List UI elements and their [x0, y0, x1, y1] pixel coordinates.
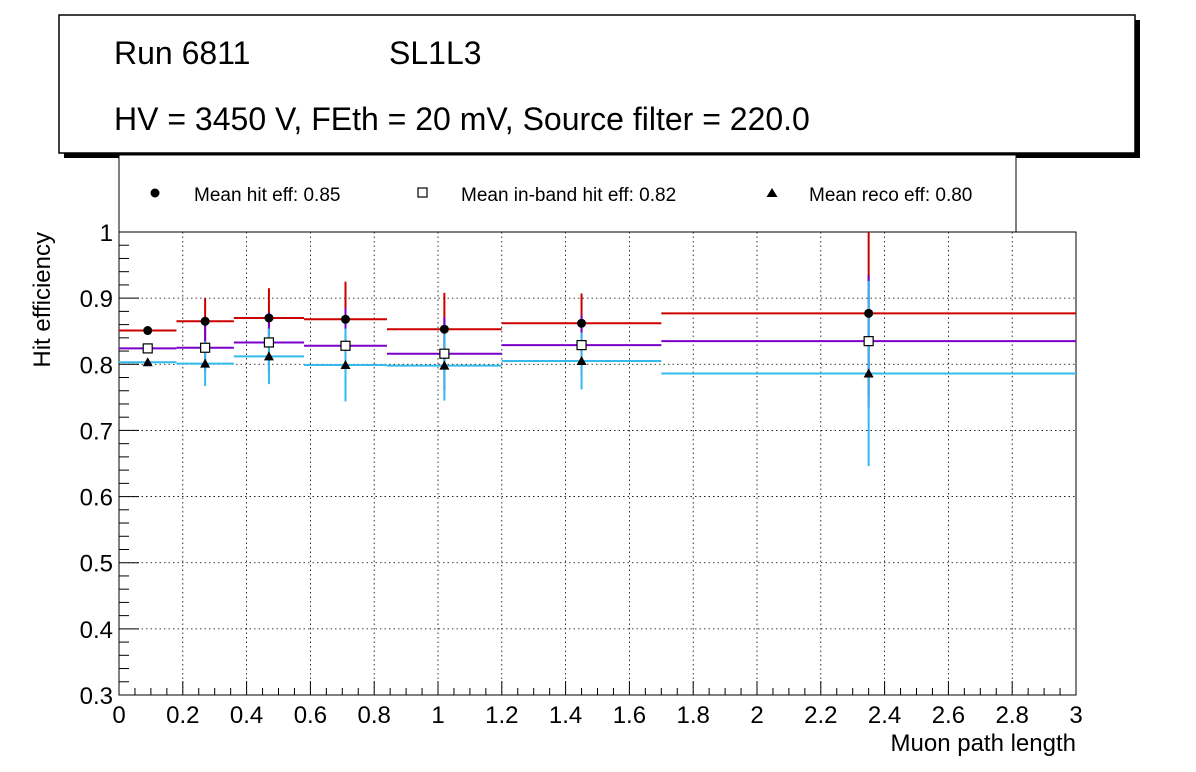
data-point-inband	[200, 342, 211, 353]
series-inband	[119, 274, 1076, 408]
legend-label-hit: Mean hit eff: 0.85	[194, 185, 340, 206]
data-point-hit	[200, 316, 210, 326]
x-tick-label: 3	[1069, 702, 1082, 729]
y-tick-label: 0.3	[80, 683, 113, 710]
x-tick-label: 0.8	[358, 702, 391, 729]
legend-label-reco: Mean reco eff: 0.80	[809, 185, 972, 206]
data-point-reco	[576, 355, 587, 365]
x-tick-label: 1.2	[485, 702, 518, 729]
data-point-reco	[863, 368, 874, 378]
data-point-hit	[143, 326, 153, 336]
legend-marker-reco	[766, 188, 778, 197]
data-point-inband	[863, 336, 874, 347]
y-tick-label: 0.9	[80, 286, 113, 313]
y-axis-title: Hit efficiency	[29, 232, 56, 368]
x-tick-label: 0.2	[166, 702, 199, 729]
data-point-reco	[200, 358, 211, 368]
data-point-hit	[577, 318, 587, 328]
data-point-inband	[263, 337, 275, 348]
series-hit	[119, 232, 1076, 397]
legend-marker-inband	[417, 187, 428, 198]
x-tick-label: 2	[750, 702, 763, 729]
x-tick-label: 2.6	[932, 702, 965, 729]
data-point-reco	[263, 351, 274, 361]
x-tick-label: 1.6	[613, 702, 646, 729]
y-tick-label: 0.8	[80, 352, 113, 379]
data-point-hit	[439, 324, 449, 334]
data-point-inband	[340, 340, 351, 351]
x-tick-label: 2.4	[868, 702, 901, 729]
markers-hit	[143, 308, 874, 336]
y-tick-label: 0.7	[80, 418, 113, 445]
legend-label-inband: Mean in-band hit eff: 0.82	[461, 185, 676, 206]
title-layer: SL1L3	[389, 35, 482, 71]
data-point-reco	[340, 359, 351, 369]
y-tick-label: 1	[100, 220, 113, 247]
x-tick-label: 2.8	[996, 702, 1029, 729]
x-tick-label: 0	[112, 702, 125, 729]
x-axis-title: Muon path length	[891, 730, 1076, 757]
data-point-hit	[864, 308, 874, 318]
axis-ticks: 0 0.2 0.4 0.6 0.8 1 1.2 1.4 1.6 1.8 2 2.2 2.4 2.6 2.8 3…	[80, 220, 1083, 729]
title-conditions: HV = 3450 V, FEth = 20 mV, Source filter…	[114, 101, 810, 137]
data-point-reco	[439, 360, 450, 370]
x-tick-label: 1.4	[549, 702, 582, 729]
data-point-inband	[576, 340, 587, 351]
x-tick-label: 0.6	[294, 702, 327, 729]
grid	[119, 232, 1076, 695]
x-tick-label: 0.4	[230, 702, 263, 729]
data-point-inband	[142, 343, 153, 354]
title-run: Run 6811	[114, 35, 250, 71]
data-series	[119, 232, 1076, 467]
y-tick-label: 0.6	[80, 485, 113, 512]
plot-frame	[118, 231, 1077, 696]
x-tick-label: 1	[431, 702, 444, 729]
series-reco	[119, 280, 1076, 467]
legend-box	[118, 154, 1017, 233]
data-point-hit	[340, 314, 350, 324]
y-tick-label: 0.5	[80, 551, 113, 578]
data-point-inband	[439, 348, 450, 359]
x-tick-label: 1.8	[677, 702, 710, 729]
data-point-reco	[142, 357, 153, 367]
y-tick-label: 0.4	[80, 617, 113, 644]
data-point-hit	[264, 313, 274, 323]
legend-marker-hit	[150, 188, 160, 198]
x-tick-label: 2.2	[804, 702, 837, 729]
markers-reco	[142, 351, 874, 378]
markers-inband	[142, 336, 874, 359]
title-box	[58, 14, 1136, 154]
